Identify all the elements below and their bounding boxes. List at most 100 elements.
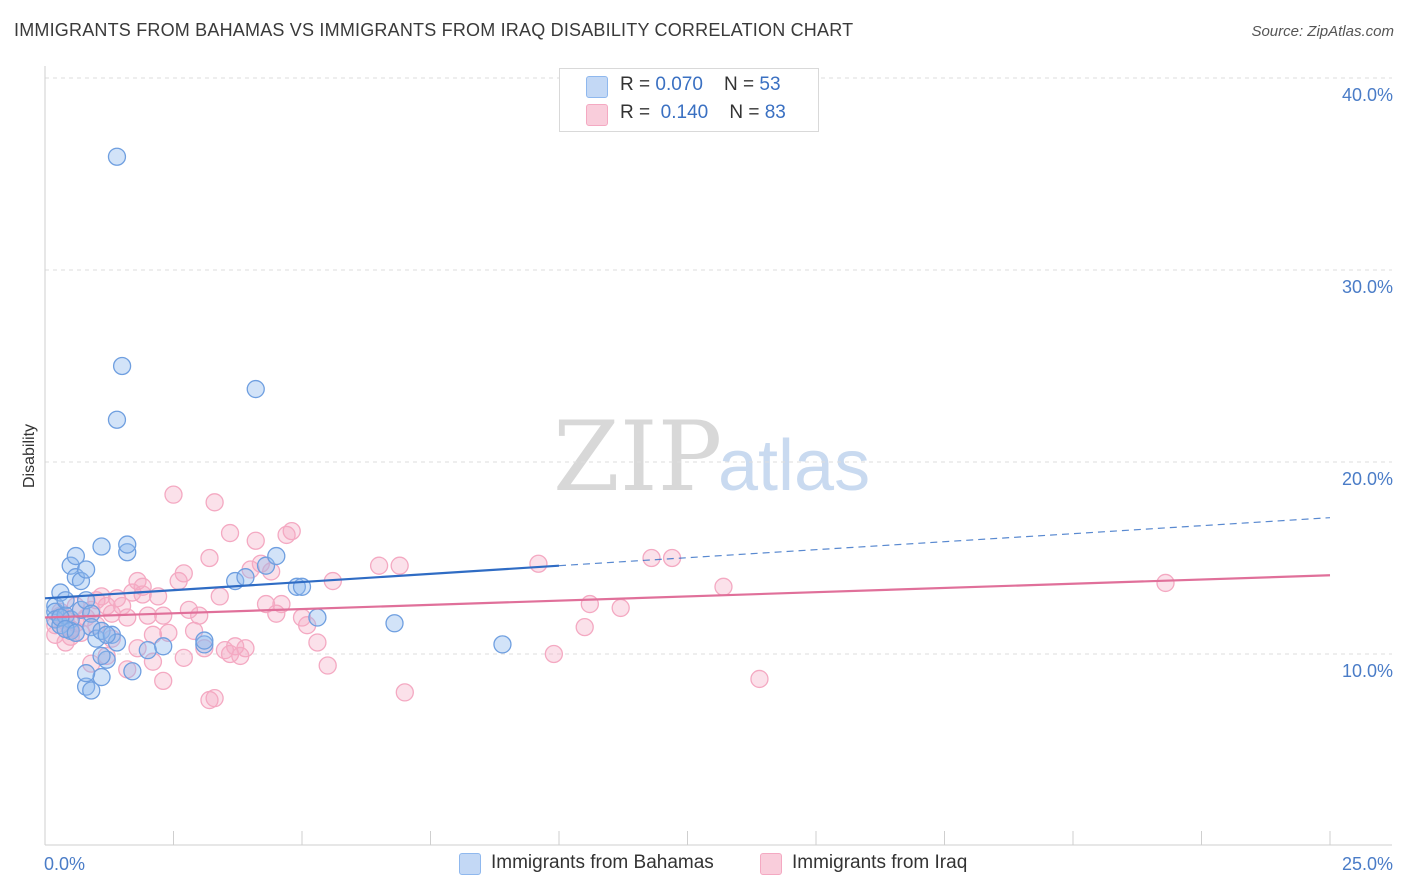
iraq-point <box>220 644 240 664</box>
bahamas-point <box>92 646 111 666</box>
bahamas-point <box>236 568 255 587</box>
iraq-point <box>102 604 121 623</box>
iraq-point <box>210 587 229 606</box>
bahamas-point <box>154 637 173 656</box>
bahamas-point <box>82 604 101 623</box>
iraq-point <box>128 571 147 591</box>
iraq-point <box>174 564 193 583</box>
iraq-point <box>662 548 682 568</box>
bottom-legend-swatch-iraq <box>760 853 782 875</box>
bahamas-point <box>92 667 111 687</box>
bahamas-point <box>118 543 137 562</box>
bahamas-point <box>66 623 85 643</box>
iraq-point <box>395 683 414 702</box>
legend-r-value-bahamas: 0.070 <box>655 74 703 95</box>
bahamas-point <box>138 641 157 660</box>
chart-title: IMMIGRANTS FROM BAHAMAS VS IMMIGRANTS FR… <box>14 20 854 40</box>
x-tick-label-min: 0.0% <box>44 854 85 874</box>
bahamas-point <box>118 535 137 554</box>
bahamas-point <box>97 625 116 644</box>
source-label: Source: ZipAtlas.com <box>1251 23 1394 40</box>
y-tick-label: 30.0% <box>1342 277 1393 297</box>
bottom-legend-label-bahamas: Immigrants from Bahamas <box>491 852 714 873</box>
iraq-point <box>205 493 224 512</box>
legend-n-label: N = <box>729 102 765 123</box>
iraq-point <box>390 556 409 575</box>
legend-n-value-bahamas: 53 <box>759 74 781 95</box>
y-tick-label: 10.0% <box>1342 661 1393 681</box>
watermark-atlas: atlas <box>718 426 870 506</box>
iraq-point <box>164 485 183 504</box>
iraq-point <box>282 521 301 541</box>
bahamas-point <box>112 356 132 376</box>
y-tick-labels: 10.0% 20.0% 30.0% 40.0% <box>1342 85 1393 681</box>
iraq-point <box>159 623 178 643</box>
legend-r-label: R = <box>620 102 656 123</box>
y-axis-label: Disability <box>21 424 38 488</box>
bahamas-point <box>76 560 96 579</box>
bahamas-point <box>123 662 142 681</box>
iraq-point <box>174 648 193 667</box>
iraq-point <box>143 652 163 671</box>
bahamas-point <box>71 571 91 591</box>
iraq-point <box>1156 573 1175 593</box>
iraq-point <box>575 617 594 637</box>
bahamas-point <box>82 681 101 700</box>
legend-r-label: R = <box>620 74 656 95</box>
x-tick-labels: 0.0% 25.0% <box>44 854 1393 874</box>
iraq-point <box>642 548 661 568</box>
bahamas-trend-line <box>44 564 560 600</box>
bahamas-point <box>107 147 127 166</box>
iraq-point <box>246 531 265 550</box>
bahamas-trend-extension <box>558 517 1331 567</box>
iraq-point <box>118 608 137 627</box>
trend-lines <box>44 517 1331 619</box>
bahamas-point <box>66 546 85 566</box>
bottom-legend-label-iraq: Immigrants from Iraq <box>792 852 968 873</box>
gridlines <box>45 77 1392 655</box>
iraq-point <box>133 585 152 604</box>
series-iraq <box>46 485 1175 710</box>
bahamas-point <box>107 410 127 429</box>
iraq-point <box>544 644 564 664</box>
bahamas-point <box>195 631 214 650</box>
iraq-trend-line <box>44 574 1331 619</box>
bahamas-point <box>71 600 91 619</box>
axes <box>44 66 1392 846</box>
bahamas-point <box>385 614 404 633</box>
series-bahamas <box>46 147 512 700</box>
iraq-point <box>529 554 548 573</box>
x-tick-label-max: 25.0% <box>1342 854 1393 874</box>
iraq-point <box>205 689 224 708</box>
bahamas-point <box>246 379 265 399</box>
iraq-point <box>138 606 157 625</box>
watermark-zip: ZIP <box>553 401 722 513</box>
iraq-point <box>750 669 769 689</box>
y-tick-label: 20.0% <box>1342 469 1393 489</box>
bahamas-point <box>56 619 75 639</box>
iraq-point <box>154 671 173 691</box>
bahamas-point <box>56 591 75 610</box>
iraq-point <box>190 606 209 625</box>
bahamas-point <box>76 664 96 683</box>
iraq-point <box>308 633 327 652</box>
iraq-point <box>580 594 599 614</box>
iraq-point <box>714 577 733 596</box>
legend-swatch-iraq <box>586 104 608 126</box>
iraq-point <box>369 556 389 575</box>
iraq-point <box>236 639 255 658</box>
iraq-point <box>318 656 337 675</box>
bahamas-point <box>92 537 111 556</box>
iraq-point <box>179 600 199 619</box>
bahamas-point <box>493 635 512 654</box>
legend-n-value-iraq: 83 <box>764 102 786 123</box>
legend-swatch-bahamas <box>586 76 608 98</box>
y-tick-label: 40.0% <box>1342 85 1393 105</box>
iraq-point <box>220 523 240 543</box>
bahamas-point <box>308 608 327 627</box>
legend-n-label: N = <box>724 74 760 95</box>
iraq-point <box>611 598 630 618</box>
iraq-point <box>272 594 291 614</box>
stats-legend: R = 0.070 N = 53 R = 0.140 N = 83 <box>559 68 819 132</box>
